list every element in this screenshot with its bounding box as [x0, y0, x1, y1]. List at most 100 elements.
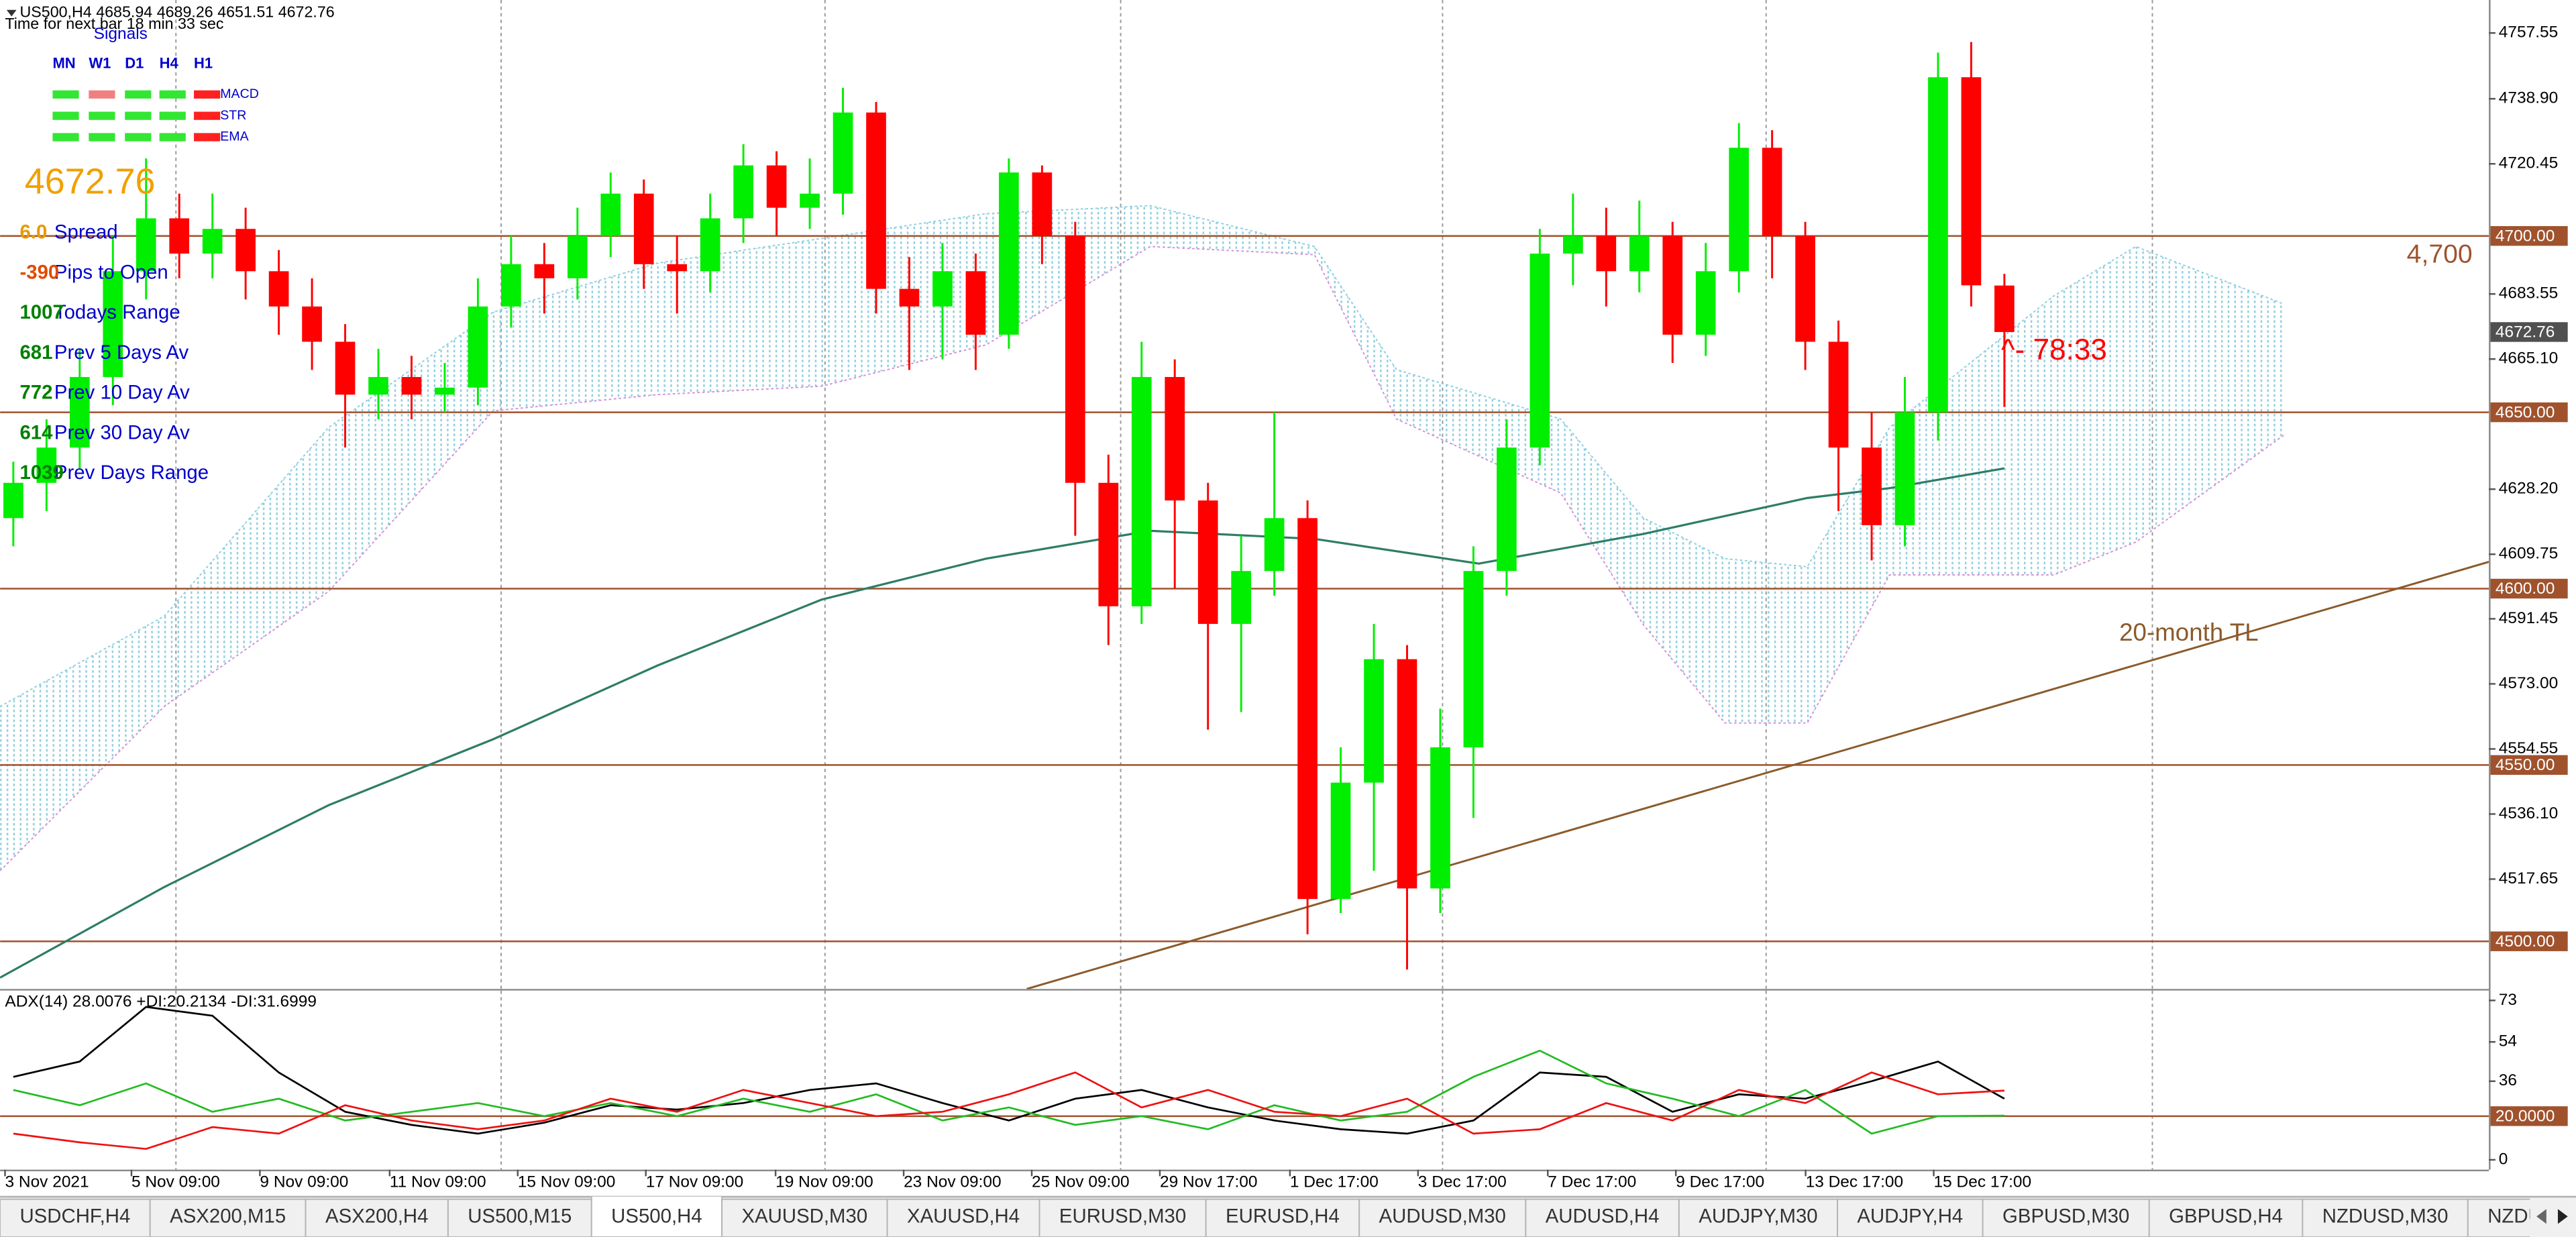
x-tick-label: 17 Nov 09:00 — [646, 1173, 744, 1191]
tab-label[interactable]: AUDJPY,M30 — [1699, 1205, 1817, 1227]
axes: 4700.00 4650.00 4600.00 4550.00 4500.00 4757.… — [4, 23, 2568, 1191]
tab-label[interactable]: GBPUSD,H4 — [2169, 1205, 2283, 1227]
candle-body — [1894, 412, 1915, 525]
y-tick-label: 4591.45 — [2499, 609, 2558, 627]
cloud-lower — [0, 246, 2284, 871]
tab-label[interactable]: NZDUSD,M30 — [2322, 1205, 2449, 1227]
tab-bar: USDCHF,H4 ASX200,M15 ASX200,H4 US500,M15 US5… — [0, 1195, 2576, 1237]
tab[interactable] — [1525, 1198, 1680, 1237]
x-tick-label: 9 Dec 17:00 — [1676, 1173, 1764, 1191]
adx-plot — [0, 990, 2489, 1170]
y-tick-label: 4665.10 — [2499, 349, 2558, 368]
tab-label[interactable]: AUDJPY,H4 — [1857, 1205, 1963, 1227]
stat-label: Prev 30 Day Av — [54, 421, 190, 443]
candle-body — [335, 341, 356, 395]
tab[interactable] — [2148, 1198, 2304, 1237]
tabs-scroll-left[interactable] — [2536, 1209, 2546, 1224]
signal-cell — [89, 111, 115, 120]
candle-body — [1165, 377, 1185, 501]
candle-body — [435, 387, 455, 395]
moving-average — [0, 467, 2005, 979]
candle-body — [136, 218, 156, 272]
candle-body — [202, 229, 223, 254]
tab-active[interactable] — [590, 1195, 723, 1237]
candle-body — [1197, 500, 1218, 625]
candle-body — [501, 264, 521, 307]
collapse-icon[interactable] — [6, 9, 17, 17]
signal-cell — [89, 90, 115, 99]
level-label-box — [2490, 931, 2568, 951]
indicator-line — [13, 1071, 2004, 1150]
symbol-line: US500,H4 4685.94 4689.26 4651.51 4672.76 — [19, 3, 334, 21]
tab-label[interactable]: EURUSD,H4 — [1226, 1205, 1340, 1227]
signal-cell — [159, 90, 186, 99]
candle-body — [1562, 235, 1583, 254]
candle-body — [700, 218, 720, 272]
candle-body — [733, 165, 753, 219]
tab-label[interactable]: XAUUSD,H4 — [907, 1205, 1020, 1227]
tab[interactable] — [447, 1198, 592, 1237]
candle-body — [1795, 235, 1815, 342]
candle-body — [1430, 747, 1450, 889]
tab[interactable] — [886, 1198, 1040, 1237]
signal-column-label: D1 — [125, 54, 144, 71]
level-label: 20.0000 — [2496, 1108, 2555, 1126]
tab-label[interactable]: EURUSD,M30 — [1059, 1205, 1186, 1227]
signal-cell — [52, 133, 79, 142]
tab-label[interactable]: GBPUSD,M30 — [2002, 1205, 2129, 1227]
y-tick-label: 54 — [2499, 1032, 2517, 1051]
stat-label: Spread — [54, 221, 118, 244]
signal-cell — [194, 90, 221, 99]
level-label-box — [2490, 226, 2568, 246]
current-price: 4672.76 — [25, 162, 156, 202]
candle-body — [1928, 77, 1948, 413]
level-label-box — [2490, 578, 2568, 599]
stat-label: Todays Range — [54, 301, 180, 323]
tabs-scroll-right[interactable] — [2557, 1209, 2568, 1224]
tab[interactable] — [1038, 1198, 1207, 1237]
candle-body — [1862, 447, 1882, 525]
candle-body — [1463, 571, 1484, 748]
y-tick-label: 73 — [2499, 991, 2517, 1009]
x-tick-label: 29 Nov 17:00 — [1160, 1173, 1258, 1191]
y-tick-label: 36 — [2499, 1071, 2517, 1089]
tab-label[interactable]: AUDUSD,M30 — [1379, 1205, 1506, 1227]
tab[interactable] — [1678, 1198, 1839, 1237]
x-tick-label: 3 Dec 17:00 — [1418, 1173, 1507, 1191]
y-tick-label: 0 — [2499, 1150, 2508, 1168]
candle-body — [1762, 148, 1782, 236]
signals-title: Signals — [94, 25, 148, 43]
tab-label[interactable]: USDCHF,H4 — [19, 1205, 130, 1227]
candle-body — [1529, 254, 1550, 448]
x-tick-label: 15 Nov 09:00 — [518, 1173, 616, 1191]
x-tick-label: 5 Nov 09:00 — [131, 1173, 220, 1191]
candle-body — [1994, 285, 2015, 332]
tab[interactable] — [1205, 1198, 1360, 1237]
candle-body — [1032, 172, 1053, 236]
tab-label[interactable]: XAUUSD,M30 — [741, 1205, 867, 1227]
candle-body — [1662, 235, 1683, 335]
candle-body — [999, 172, 1019, 335]
x-tick-label: 15 Dec 17:00 — [1934, 1173, 2032, 1191]
x-tick-label: 1 Dec 17:00 — [1290, 1173, 1379, 1191]
tab-label[interactable]: AUDUSD,H4 — [1546, 1205, 1660, 1227]
tab-label[interactable]: ASX200,M15 — [170, 1205, 286, 1227]
candle-body — [633, 193, 654, 264]
candle-body — [965, 271, 986, 335]
tab-label[interactable]: US500,H4 — [611, 1205, 702, 1227]
candle-body — [1330, 782, 1351, 900]
candle-body — [1397, 659, 1417, 889]
signal-cell — [125, 133, 152, 142]
tab-label[interactable]: ASX200,H4 — [325, 1205, 429, 1227]
tab[interactable] — [2467, 1198, 2576, 1237]
tab[interactable] — [149, 1198, 307, 1237]
tab-label[interactable]: NZDUSD,H4 — [2487, 1205, 2576, 1227]
level-label: 4500.00 — [2496, 932, 2555, 951]
tab[interactable] — [1982, 1198, 2150, 1237]
stat-value: 681 — [19, 341, 52, 364]
candle-body — [600, 193, 621, 236]
candle-body — [401, 377, 422, 395]
y-tick-label: 4609.75 — [2499, 545, 2558, 563]
tab-label[interactable]: US500,M15 — [468, 1205, 572, 1227]
y-tick-label: 4628.20 — [2499, 480, 2558, 498]
